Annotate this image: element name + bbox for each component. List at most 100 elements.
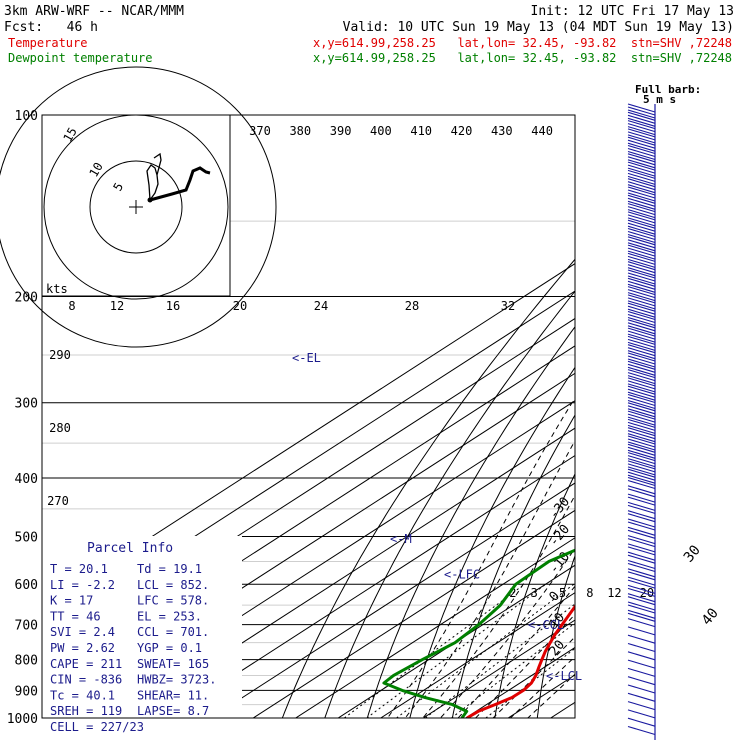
theta-label: 430 <box>491 124 513 138</box>
hodograph-trace <box>149 166 211 202</box>
wind-barb <box>627 289 656 299</box>
wind-barb <box>627 103 656 113</box>
isotherm-line <box>124 427 575 718</box>
parcel-info-left-value: SREH = 119 <box>50 704 122 718</box>
wind-barb <box>627 543 656 553</box>
wind-barb <box>627 435 656 445</box>
wind-barb <box>627 424 656 434</box>
wind-barb <box>627 294 656 304</box>
wind-barb <box>627 366 656 376</box>
wind-barb <box>627 308 656 318</box>
dry-adiabat-line <box>324 290 575 718</box>
parcel-info-right-value: SWEAT= 165 <box>137 657 209 671</box>
parcel-info-right-value: LFC = 578. <box>137 594 209 608</box>
isotherm-line <box>507 674 575 718</box>
wind-barb <box>627 347 656 357</box>
wind-barb <box>627 300 656 310</box>
wind-barb <box>627 380 656 390</box>
theta-label: 410 <box>410 124 432 138</box>
wind-barb <box>627 164 656 174</box>
wind-barb <box>627 341 656 351</box>
theta-label: 280 <box>49 421 71 435</box>
wind-barb <box>627 255 656 265</box>
wind-barb <box>627 247 656 257</box>
wind-barb <box>627 496 656 506</box>
wind-barb <box>627 261 656 271</box>
parcel-info-left-value: CELL = 227/23 <box>50 720 144 734</box>
wind-barb <box>627 659 656 669</box>
theta-label: 420 <box>451 124 473 138</box>
hodograph-trace-loop <box>146 152 162 201</box>
wind-barb <box>627 206 656 216</box>
wind-barb <box>627 449 656 459</box>
parcel-info-panel: Parcel Info T = 20.1 Td = 19.1 LI = -2.2 LC… <box>42 536 242 734</box>
wind-barb <box>627 283 656 293</box>
wind-barb <box>627 156 656 166</box>
wind-barb <box>627 651 656 661</box>
speed-axis-label: 12 <box>110 299 124 313</box>
wind-barb <box>627 529 656 539</box>
wind-barb <box>627 408 656 418</box>
wind-barb <box>627 568 656 578</box>
wind-barb <box>627 562 656 573</box>
wind-barb <box>627 325 656 335</box>
wind-barb <box>627 493 656 503</box>
valid-time: Valid: 10 UTC Sun 19 May 13 (04 MDT Sun … <box>343 20 734 35</box>
parcel-info-right-value: Td = 19.1 <box>137 562 202 576</box>
moist-adiabat-line <box>386 396 575 718</box>
mixing-ratio-label: 3 <box>531 586 538 600</box>
wind-barb <box>627 250 656 260</box>
wind-barb <box>627 313 656 324</box>
wind-barb <box>627 413 656 423</box>
wind-barb <box>627 189 656 199</box>
parcel-info-left-value: Tc = 40.1 <box>50 688 115 702</box>
wind-barb <box>627 178 656 188</box>
legend-dewpoint-name: Dewpoint temperature <box>8 51 153 65</box>
legend-temperature-name: Temperature <box>8 36 87 50</box>
wind-barb <box>627 488 656 498</box>
hodograph-unit-label: kts <box>46 282 68 296</box>
isotherm-line <box>167 454 575 718</box>
wind-barb <box>627 302 656 312</box>
moist-adiabat-line <box>457 585 575 718</box>
dewpoint-profile-line <box>382 548 575 718</box>
theta-label: 370 <box>249 124 271 138</box>
wind-barb <box>627 504 656 514</box>
wind-barb <box>627 458 656 468</box>
wind-barb <box>627 521 656 531</box>
temperature-profile-line <box>466 604 575 718</box>
wind-barb <box>627 471 656 481</box>
wind-barb <box>627 275 656 285</box>
pressure-tick-label: 400 <box>15 472 38 487</box>
wind-barb <box>627 322 656 332</box>
parcel-level-marker: <-LFC <box>444 567 480 581</box>
wind-barb <box>627 175 656 185</box>
wind-barb <box>627 476 656 487</box>
wind-barb <box>627 393 656 404</box>
moist-adiabat-line <box>422 494 575 718</box>
wind-barb <box>627 443 656 453</box>
theta-label: 380 <box>289 124 311 138</box>
moist-adiabat-line <box>526 673 575 718</box>
wind-barb <box>627 612 656 622</box>
wind-barb <box>627 352 656 362</box>
barb-legend-title: Full barb: <box>635 83 701 96</box>
speed-axis-label: 16 <box>166 299 180 313</box>
wind-barb <box>627 181 656 191</box>
wind-barb <box>627 131 656 141</box>
wind-barb <box>627 446 656 456</box>
wind-barb <box>627 267 656 277</box>
wind-barb <box>627 197 656 207</box>
wind-barb <box>627 126 656 136</box>
wind-barb <box>627 587 656 597</box>
hodograph-ring-label: 15 <box>60 125 79 145</box>
theta-label: 400 <box>370 124 392 138</box>
speed-axis-label: 20 <box>233 299 247 313</box>
mixing-ratio-label: 2 <box>509 586 516 600</box>
dry-adiabat-line <box>366 326 575 718</box>
wind-barb <box>627 421 656 431</box>
init-time: Init: 12 UTC Fri 17 May 13 <box>531 4 735 19</box>
wind-barb <box>627 460 656 470</box>
pressure-tick-label: 200 <box>15 291 38 306</box>
wind-barb <box>627 272 656 282</box>
